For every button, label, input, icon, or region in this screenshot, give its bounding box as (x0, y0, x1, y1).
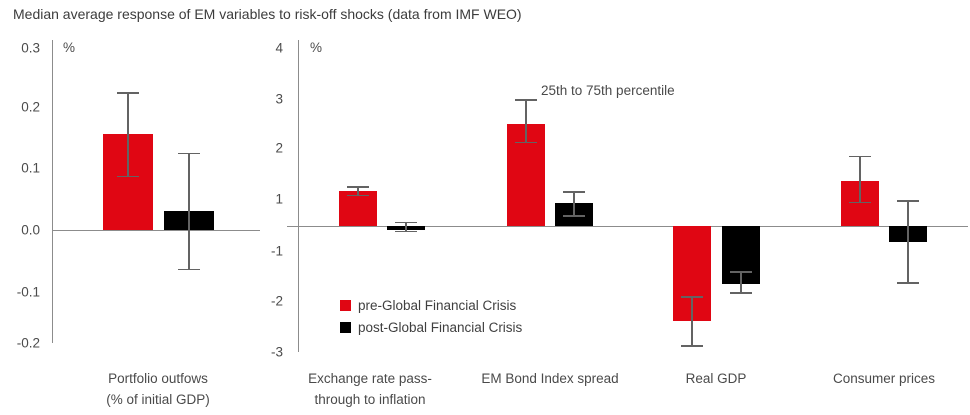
category-label: EM Bond Index spread (481, 368, 618, 389)
error-bar-stem (405, 221, 407, 233)
error-bar-cap-top (563, 191, 585, 193)
category-label-line: (% of initial GDP) (106, 392, 210, 407)
category-label: Real GDP (686, 368, 747, 389)
category-label: Consumer prices (833, 368, 935, 389)
legend-item-pre-gfc: pre-Global Financial Crisis (340, 294, 522, 316)
y-tick-label: -0.1 (16, 284, 40, 300)
category-label-line: Real GDP (685, 371, 747, 386)
legend-label-pre-gfc: pre-Global Financial Crisis (358, 297, 517, 313)
zero-baseline (52, 230, 260, 232)
y-tick-label: -2 (270, 293, 283, 309)
error-bar-cap-top (849, 155, 871, 158)
error-bar-cap-bottom (515, 141, 537, 144)
zero-tick (287, 226, 298, 228)
legend-swatch-pre-gfc (340, 299, 351, 311)
category-label: Portfolio outfows (% of initial GDP) (106, 368, 210, 410)
y-axis-line (298, 40, 300, 352)
category-label-line: EM Bond Index spread (481, 371, 619, 386)
y-tick-label: 2 (275, 140, 283, 156)
legend-swatch-post-gfc (340, 321, 351, 333)
category-label-line: Consumer prices (832, 371, 936, 386)
zero-baseline (298, 226, 968, 228)
error-bar-stem (573, 191, 575, 217)
error-bar-stem (691, 296, 693, 347)
error-bar-cap-bottom (347, 194, 369, 197)
error-bar-cap-bottom (563, 215, 585, 217)
y-tick-label: 0.1 (21, 160, 40, 176)
legend-label-post-gfc: post-Global Financial Crisis (358, 319, 523, 335)
error-bar-stem (188, 152, 190, 271)
y-axis-unit-label: % (310, 40, 323, 55)
y-tick-label: 4 (275, 40, 283, 56)
error-bar-cap-top (681, 296, 703, 298)
y-tick-label: 0.2 (21, 99, 40, 115)
error-bar-stem (357, 186, 359, 197)
y-tick-label: 3 (275, 91, 283, 107)
legend: pre-Global Financial Crisis post-Global … (340, 294, 522, 338)
error-bar-stem (859, 155, 861, 204)
y-tick-label: -0.2 (16, 335, 40, 351)
error-bar-cap-top (515, 99, 537, 101)
bar-pre-gfc (339, 191, 377, 226)
error-bar-stem (525, 99, 527, 144)
error-bar-cap-bottom (849, 201, 871, 204)
error-bar-cap-top (347, 186, 369, 188)
error-bar-cap-top (178, 152, 200, 155)
legend-item-post-gfc: post-Global Financial Crisis (340, 316, 522, 338)
y-tick-label: 0.3 (21, 40, 40, 56)
y-tick-label: -1 (270, 243, 283, 259)
y-tick-label: -3 (270, 344, 283, 360)
percentile-annotation: 25th to 75th percentile (541, 83, 675, 98)
category-label-line: Exchange rate pass- (308, 371, 432, 386)
error-bar-cap-top (897, 200, 919, 202)
error-bar-cap-top (117, 92, 139, 94)
y-tick-label: 1 (275, 191, 283, 207)
error-bar-cap-bottom (897, 282, 919, 284)
error-bar-stem (740, 271, 742, 294)
y-tick-label: 0.0 (21, 222, 40, 238)
error-bar-stem (127, 92, 129, 178)
error-bar-cap-bottom (730, 292, 752, 294)
error-bar-cap-top (730, 271, 752, 273)
y-axis-unit-label: % (63, 40, 76, 55)
error-bar-cap-top (395, 221, 417, 224)
error-bar-cap-bottom (395, 230, 417, 233)
category-label-line: through to inflation (314, 392, 426, 407)
error-bar-cap-bottom (178, 268, 200, 271)
y-axis-line (52, 40, 54, 343)
chart-title: Median average response of EM variables … (13, 6, 522, 22)
error-bar-cap-bottom (681, 345, 703, 347)
category-label-line: Portfolio outfows (108, 371, 208, 386)
error-bar-cap-bottom (117, 175, 139, 178)
error-bar-stem (907, 200, 909, 284)
category-label: Exchange rate pass-through to inflation (308, 368, 432, 410)
